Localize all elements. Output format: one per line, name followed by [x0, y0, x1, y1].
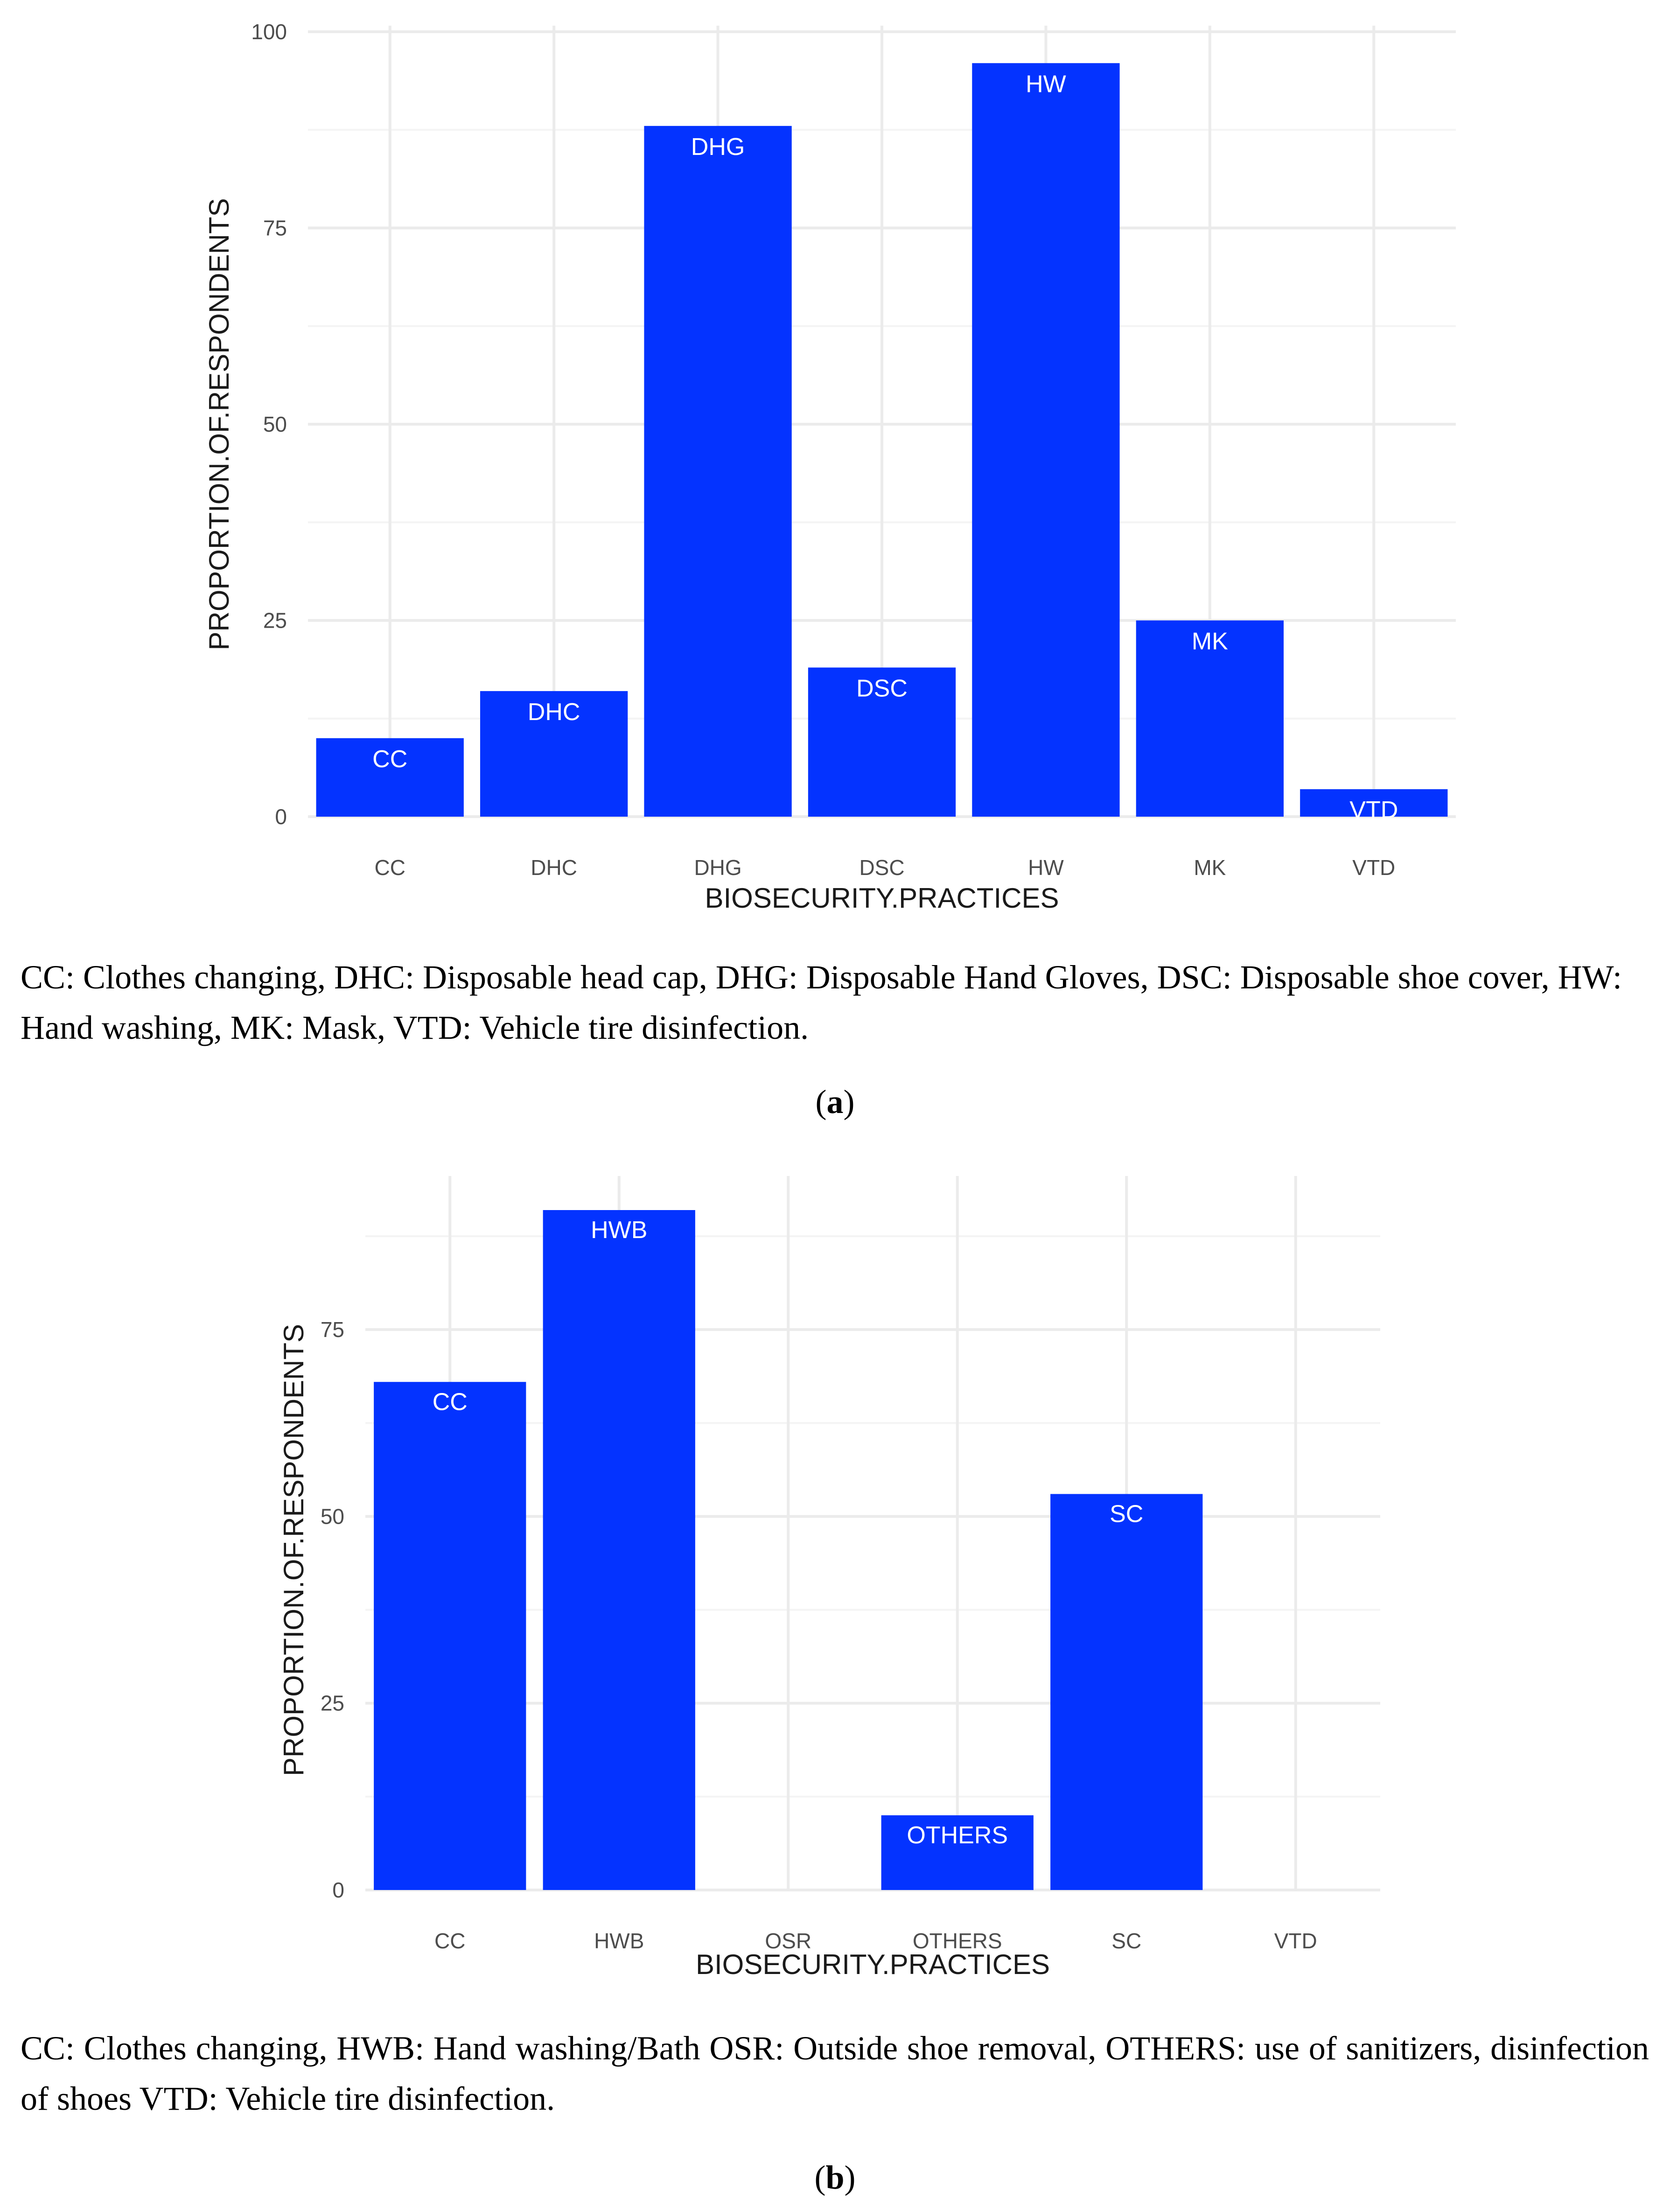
- b-x-tick-label: HWB: [594, 1929, 644, 1953]
- b-bar-sc: [1050, 1494, 1203, 1890]
- b-x-axis-title: BIOSECURITY.PRACTICES: [696, 1949, 1050, 1980]
- b-y-axis-title: PROPORTION.OF.RESPONDENTS: [278, 1324, 309, 1776]
- a-x-tick-label: DSC: [859, 855, 904, 880]
- b-x-tick-label: CC: [434, 1929, 465, 1953]
- caption-a: CC: Clothes changing, DHC: Disposable he…: [21, 959, 1622, 1046]
- a-x-axis-title: BIOSECURITY.PRACTICES: [705, 882, 1059, 914]
- chart-b: 0 25 50 75 CC CC HWB HWB OSR OTHERS OTHERS SC SC VTD B…: [278, 1176, 1380, 1980]
- a-x-tick-label: VTD: [1352, 855, 1395, 880]
- a-bar-hw: [972, 63, 1120, 817]
- panel-tag-a: (a): [815, 1083, 855, 1120]
- b-bar-cc: [374, 1382, 526, 1890]
- a-y-tick-label: 75: [263, 216, 287, 240]
- chart-a: 0 25 50 75 100 CC CC DHC DHC DHG DHG DSC DSC HW HW MK MK…: [203, 20, 1456, 914]
- a-bar-dhg: [644, 126, 792, 817]
- a-y-tick-label: 50: [263, 412, 287, 436]
- b-x-tick-label: VTD: [1274, 1929, 1317, 1953]
- a-bar-label-dhc: DHC: [528, 699, 580, 726]
- panel-tag-a-letter: a: [826, 1083, 844, 1120]
- a-bar-dhc: [480, 691, 628, 817]
- a-x-tick-label: DHG: [694, 855, 741, 880]
- a-bar-label-hw: HW: [1026, 70, 1066, 98]
- a-y-tick-label: 100: [251, 20, 287, 44]
- b-x-tick-label: OSR: [765, 1929, 811, 1953]
- caption-b: CC: Clothes changing, HWB: Hand washing/…: [21, 2030, 1649, 2117]
- b-y-tick-label: 50: [321, 1504, 344, 1528]
- a-bar-label-cc: CC: [372, 746, 407, 773]
- a-bar-cc: [316, 738, 464, 817]
- b-bar-label-cc: CC: [433, 1388, 468, 1415]
- b-y-tick-label: 75: [321, 1317, 344, 1342]
- a-x-tick-label: HW: [1028, 855, 1064, 880]
- a-bar-label-dhg: DHG: [691, 133, 745, 161]
- a-x-tick-label: DHC: [531, 855, 577, 880]
- a-bar-label-mk: MK: [1192, 628, 1228, 655]
- panel-tag-b-letter: b: [825, 2159, 845, 2196]
- a-bar-mk: [1136, 620, 1284, 817]
- b-bar-others: [881, 1815, 1034, 1890]
- b-x-tick-label: OTHERS: [913, 1929, 1002, 1953]
- b-bar-label-sc: SC: [1110, 1500, 1143, 1527]
- b-bar-label-others: OTHERS: [907, 1822, 1008, 1849]
- a-bar-vtd: [1300, 789, 1448, 817]
- a-y-tick-label: 0: [275, 805, 287, 829]
- b-y-tick-label: 25: [321, 1691, 344, 1715]
- b-y-tick-label: 0: [332, 1878, 344, 1902]
- b-x-tick-label: SC: [1111, 1929, 1141, 1953]
- b-bar-hwb: [543, 1210, 695, 1890]
- a-bar-dsc: [808, 667, 956, 817]
- b-bar-label-hwb: HWB: [591, 1217, 647, 1244]
- a-bar-label-vtd: VTD: [1349, 797, 1398, 824]
- a-x-tick-label: MK: [1194, 855, 1226, 880]
- a-bar-label-dsc: DSC: [856, 675, 908, 702]
- panel-tag-b: (b): [814, 2159, 856, 2196]
- a-x-tick-label: CC: [374, 855, 405, 880]
- a-y-axis-title: PROPORTION.OF.RESPONDENTS: [203, 198, 235, 650]
- a-y-tick-label: 25: [263, 609, 287, 633]
